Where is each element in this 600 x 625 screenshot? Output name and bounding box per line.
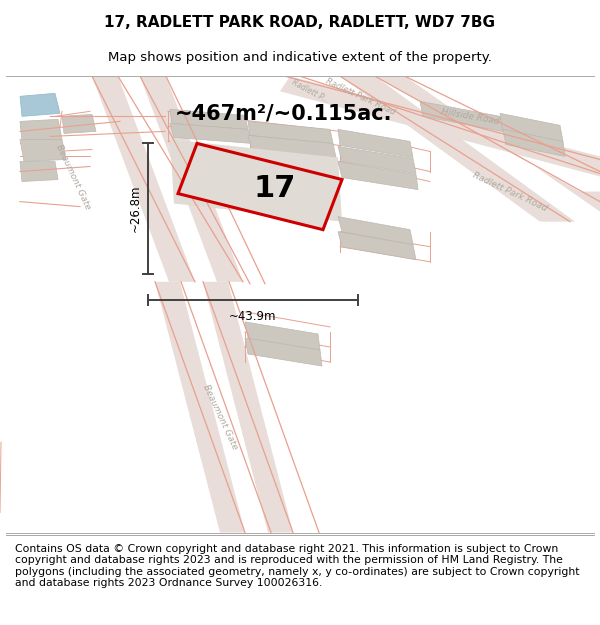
Text: Map shows position and indicative extent of the property.: Map shows position and indicative extent… [108, 51, 492, 64]
Polygon shape [92, 76, 195, 282]
Polygon shape [20, 119, 62, 141]
Text: 17: 17 [254, 174, 296, 203]
Polygon shape [140, 76, 243, 282]
Text: ~467m²/~0.115ac.: ~467m²/~0.115ac. [175, 103, 392, 123]
Polygon shape [62, 114, 96, 133]
Polygon shape [280, 76, 600, 176]
Polygon shape [20, 93, 60, 116]
Text: Radlett Park Road: Radlett Park Road [472, 171, 548, 212]
Polygon shape [338, 146, 416, 174]
Polygon shape [503, 129, 565, 156]
Polygon shape [20, 161, 58, 181]
Text: Radlett P...: Radlett P... [290, 78, 330, 105]
Text: Contains OS data © Crown copyright and database right 2021. This information is : Contains OS data © Crown copyright and d… [15, 544, 580, 588]
Polygon shape [170, 123, 252, 143]
Polygon shape [338, 129, 413, 158]
Polygon shape [178, 143, 342, 229]
Polygon shape [340, 76, 575, 222]
Polygon shape [338, 217, 413, 245]
Text: 17, RADLETT PARK ROAD, RADLETT, WD7 7BG: 17, RADLETT PARK ROAD, RADLETT, WD7 7BG [104, 16, 496, 31]
Text: Radlett Park Road: Radlett Park Road [324, 76, 396, 116]
Polygon shape [420, 101, 503, 131]
Polygon shape [338, 161, 418, 189]
Polygon shape [338, 232, 416, 260]
Polygon shape [248, 121, 333, 143]
Polygon shape [248, 136, 336, 158]
Polygon shape [170, 139, 342, 222]
Text: Beaumont Gate: Beaumont Gate [201, 383, 239, 451]
Polygon shape [375, 76, 600, 212]
Polygon shape [155, 282, 245, 532]
Polygon shape [500, 113, 563, 141]
Polygon shape [170, 109, 248, 129]
Polygon shape [245, 338, 322, 366]
Text: Hillside Road: Hillside Road [440, 107, 500, 126]
Text: ~26.8m: ~26.8m [129, 185, 142, 232]
Text: Beaumont Gate: Beaumont Gate [54, 142, 92, 211]
Polygon shape [203, 282, 293, 532]
Polygon shape [20, 139, 66, 161]
Text: ~43.9m: ~43.9m [229, 310, 277, 323]
Polygon shape [245, 322, 320, 350]
